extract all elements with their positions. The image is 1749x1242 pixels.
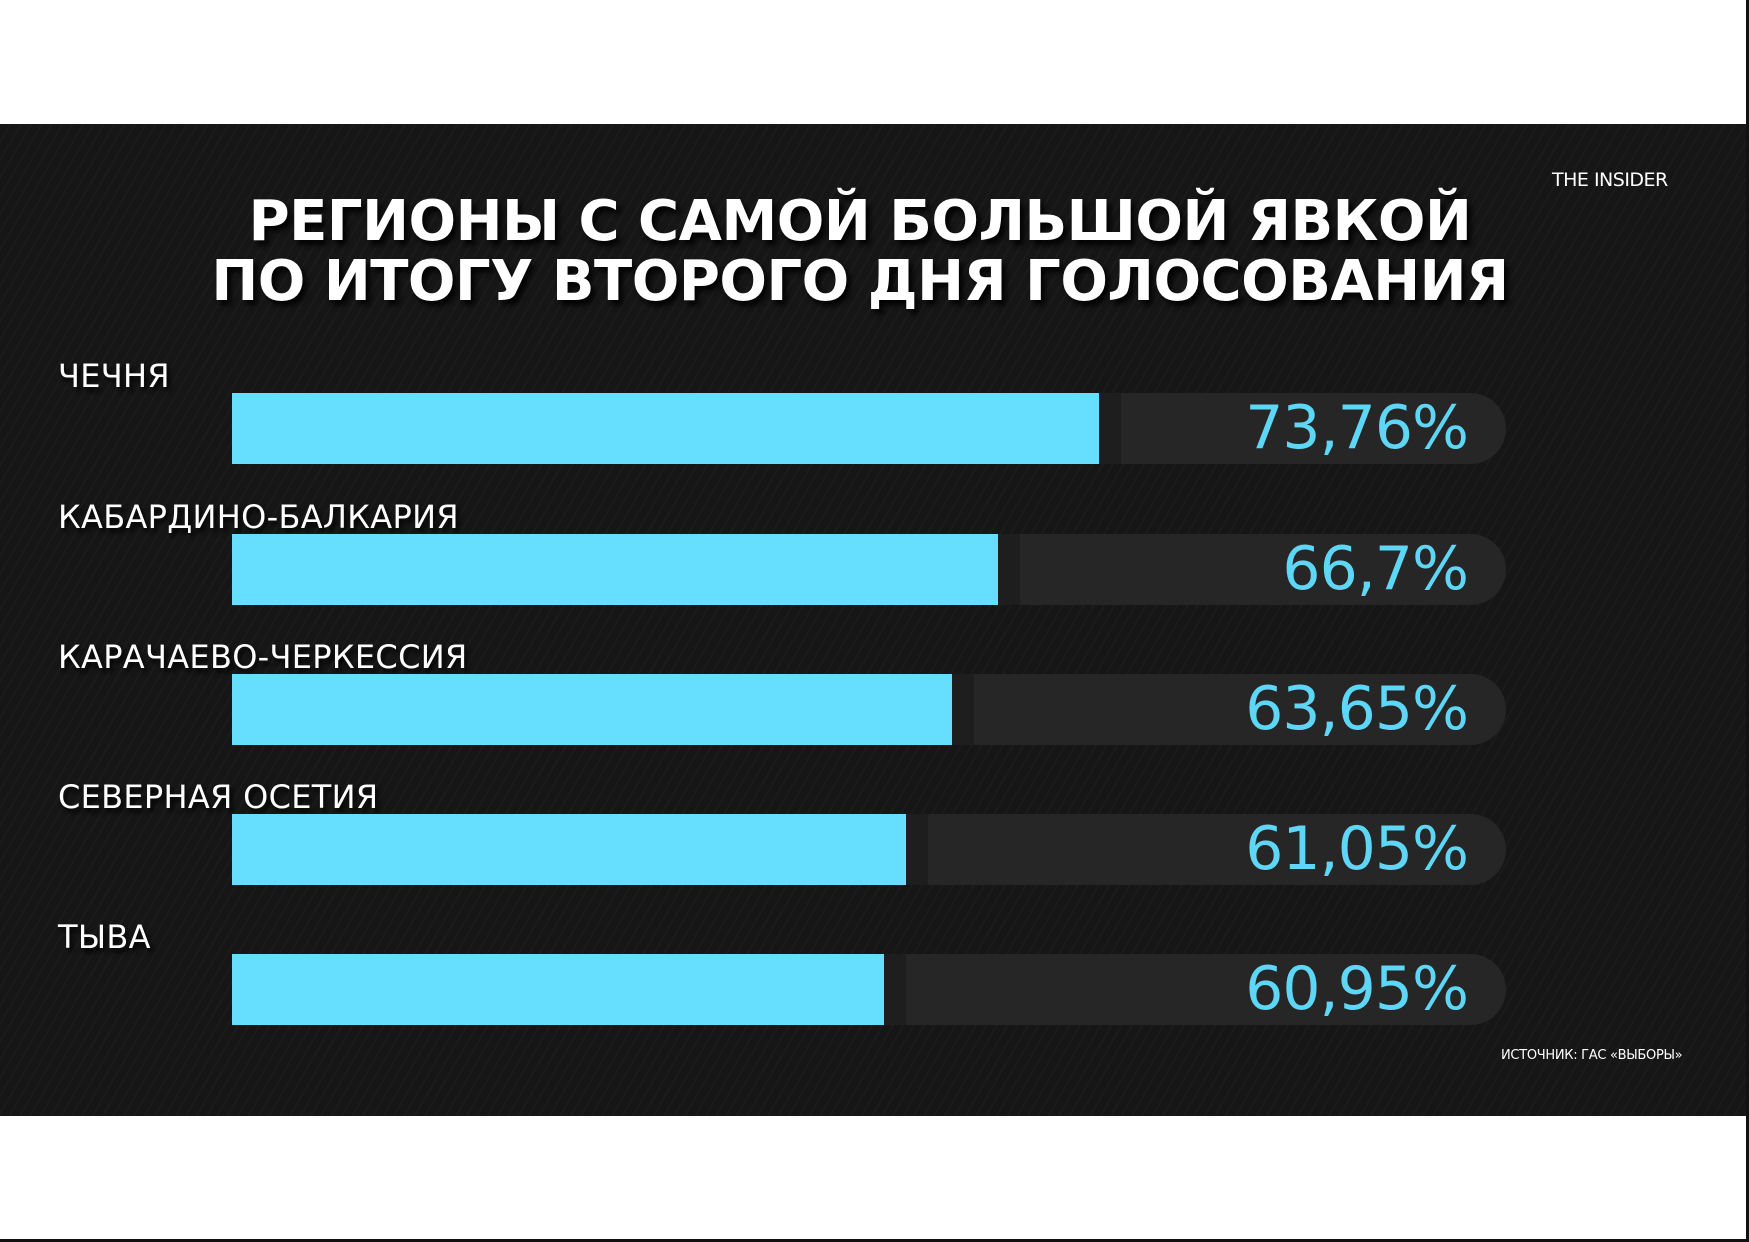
bar-track: 73,76% <box>232 393 1506 464</box>
region-label: КАРАЧАЕВО-ЧЕРКЕССИЯ <box>58 638 468 676</box>
bar-row: СЕВЕРНАЯ ОСЕТИЯ 61,05% <box>0 779 1746 909</box>
bar-track: 66,7% <box>232 534 1506 605</box>
bar-row: КАБАРДИНО-БАЛКАРИЯ 66,7% <box>0 499 1746 629</box>
bar-row: КАРАЧАЕВО-ЧЕРКЕССИЯ 63,65% <box>0 639 1746 769</box>
source-note: ИСТОЧНИК: ГАС «ВЫБОРЫ» <box>1501 1048 1683 1063</box>
bar-fill <box>232 674 952 745</box>
chart-title: РЕГИОНЫ С САМОЙ БОЛЬШОЙ ЯВКОЙ ПО ИТОГУ В… <box>0 192 1720 312</box>
bar-value: 60,95% <box>1245 954 1469 1024</box>
bar-fill <box>232 954 884 1025</box>
bar-track: 61,05% <box>232 814 1506 885</box>
bar-value: 66,7% <box>1282 534 1469 604</box>
bar-row: ЧЕЧНЯ 73,76% <box>0 358 1746 488</box>
bar-value: 73,76% <box>1245 393 1469 463</box>
bar-track: 60,95% <box>232 954 1506 1025</box>
region-label: ЧЕЧНЯ <box>58 357 170 395</box>
bar-fill <box>232 534 998 605</box>
bar-track: 63,65% <box>232 674 1506 745</box>
region-label: СЕВЕРНАЯ ОСЕТИЯ <box>58 778 379 816</box>
frame-border-bottom <box>0 1239 1749 1242</box>
bar-fill <box>232 393 1099 464</box>
brand-logo: THE INSIDER <box>1552 169 1668 191</box>
bar-row: ТЫВА 60,95% <box>0 919 1746 1049</box>
bar-fill <box>232 814 906 885</box>
chart-title-line-1: РЕГИОНЫ С САМОЙ БОЛЬШОЙ ЯВКОЙ <box>248 189 1472 254</box>
bar-value: 61,05% <box>1245 814 1469 884</box>
region-label: ТЫВА <box>58 918 151 956</box>
bar-value: 63,65% <box>1245 674 1469 744</box>
region-label: КАБАРДИНО-БАЛКАРИЯ <box>58 498 459 536</box>
frame-border-right <box>1746 0 1749 1242</box>
chart-title-line-2: ПО ИТОГУ ВТОРОГО ДНЯ ГОЛОСОВАНИЯ <box>211 249 1509 314</box>
infographic-panel: THE INSIDER РЕГИОНЫ С САМОЙ БОЛЬШОЙ ЯВКО… <box>0 124 1746 1116</box>
